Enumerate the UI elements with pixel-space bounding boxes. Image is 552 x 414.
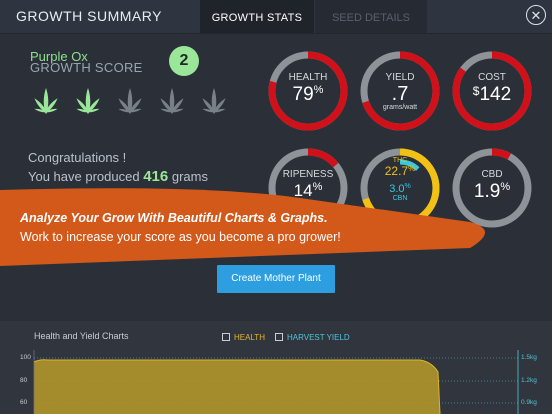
ripeness-unit: % [312,181,323,193]
produced-amount: 416 [143,168,169,185]
produced-prefix: You have produced [28,169,140,184]
banner-subtext: Work to increase your score as you becom… [20,230,341,244]
tab-growth-stats[interactable]: GROWTH STATS [200,0,314,33]
thc-value: 22.7 [384,164,409,178]
score-badge: 2 [169,46,199,76]
ripeness-value: 14 [293,181,313,200]
legend-health[interactable]: HEALTH [222,333,265,342]
ripeness-label: RIPENESS [282,169,334,180]
health-stat: HEALTH 79% [268,72,348,106]
cost-prefix: $ [472,84,480,98]
chart-title: Health and Yield Charts [34,331,129,341]
health-label: HEALTH [288,72,328,83]
banner-headline: Analyze Your Grow With Beautiful Charts … [20,211,328,225]
plant-name: Purple Ox [30,49,88,64]
legend-yield-label: HARVEST YIELD [287,333,350,342]
thc-value-wrap: 22.7% [360,164,440,178]
cbd-stat: CBD 1.9% [452,169,532,203]
promo-banner [0,188,485,266]
cost-stat: COST $142 [452,72,532,106]
title-bar: GROWTH SUMMARY GROWTH STATS SEED DETAILS… [0,0,552,34]
cbd-unit: % [500,181,511,193]
cbn-value: 3.0 [389,183,405,195]
thc-cbn-stat: THC 22.7% 3.0% CBN [360,157,440,202]
cost-value-wrap: $142 [452,84,532,106]
create-mother-plant-button[interactable]: Create Mother Plant [217,265,335,293]
left-tick-60: 60 [20,399,28,406]
left-tick-80: 80 [20,377,28,384]
checkbox-icon [275,333,283,341]
thc-unit: % [408,164,416,173]
leaf-icon [118,88,142,115]
legend-harvest-yield[interactable]: HARVEST YIELD [275,333,350,342]
ripeness-stat: RIPENESS 14% [268,169,348,201]
left-tick-100: 100 [20,354,31,361]
cbd-value: 1.9 [473,181,501,202]
tab-seed-details[interactable]: SEED DETAILS [315,0,427,33]
cost-label: COST [478,72,506,83]
yield-stat: YIELD .7 grams/watt [360,72,440,111]
legend-health-label: HEALTH [234,333,265,342]
yield-unit: grams/watt [382,104,418,111]
close-icon[interactable]: ✕ [526,5,546,25]
leaf-rating [34,88,226,115]
page-title: GROWTH SUMMARY [16,8,162,24]
cbn-value-wrap: 3.0% [360,183,440,195]
health-value: 79 [292,84,314,105]
leaf-icon [34,88,58,115]
yield-value: .7 [391,83,409,105]
produced-text: You have produced 416 grams [28,168,208,185]
cbd-label: CBD [481,169,503,180]
growth-score-label: GROWTH SCORE [30,60,143,75]
leaf-icon [202,88,226,115]
checkbox-icon [222,333,230,341]
leaf-icon [160,88,184,115]
congrats-text: Congratulations ! [28,150,127,165]
right-tick-1-2kg: 1.2kg [521,377,537,384]
cbn-label: CBN [392,195,408,202]
cbd-value-wrap: 1.9% [452,181,532,203]
health-unit: % [313,84,324,96]
ripeness-value-wrap: 14% [268,181,348,201]
yield-label: YIELD [385,72,415,83]
cost-value: 142 [479,84,512,105]
produced-unit: grams [171,169,208,184]
thc-label: THC [392,157,408,164]
right-tick-0-9kg: 0.9kg [521,399,537,406]
cbn-unit: % [404,183,411,190]
leaf-icon [76,88,100,115]
health-value-wrap: 79% [268,84,348,106]
right-tick-1-5kg: 1.5kg [521,354,537,361]
